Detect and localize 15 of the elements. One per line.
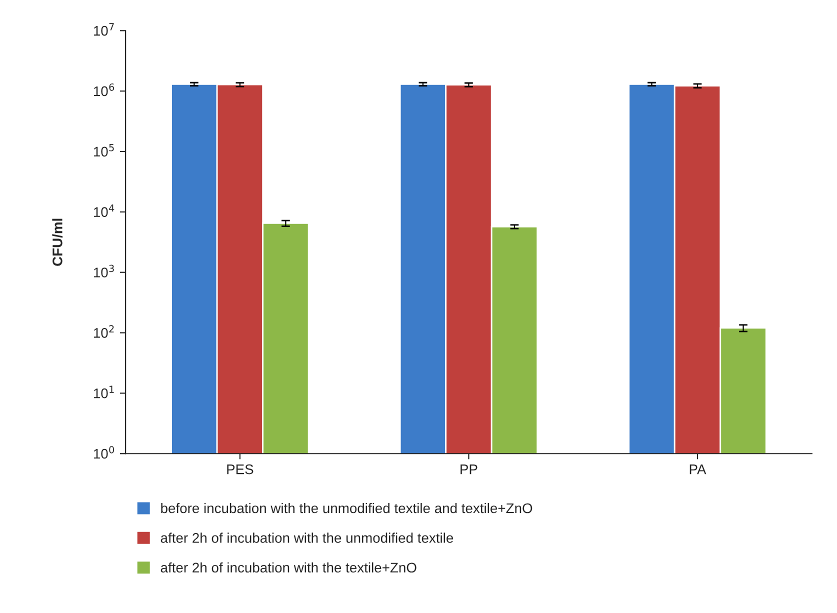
x-tick-label: PP — [460, 464, 478, 474]
y-tick-label: 10$^{5}$ — [94, 144, 114, 157]
x-tick-label: PA — [690, 464, 706, 474]
y-axis-title: CFU/ml — [52, 218, 63, 266]
y-tick-label: 10$^{2}$ — [94, 325, 114, 338]
y-tick-label: 10$^{3}$ — [94, 264, 114, 278]
y-tick-label: 10$^{1}$ — [94, 386, 114, 398]
legend-label: before incubation with the unmodified textile and textile+ZnO — [161, 502, 532, 514]
legend-label: after 2h of incubation with the unmodified textile — [160, 532, 454, 543]
y-tick-label: 10$^{7}$ — [94, 23, 114, 36]
y-tick-label: 10$^{4}$ — [94, 204, 114, 217]
y-tick-label: 10$^{0}$ — [94, 446, 114, 459]
y-tick-label: 10$^{6}$ — [94, 83, 114, 96]
x-tick-label: PES — [227, 464, 254, 474]
legend-label: after 2h of incubation with the textile+ZnO — [160, 562, 416, 573]
